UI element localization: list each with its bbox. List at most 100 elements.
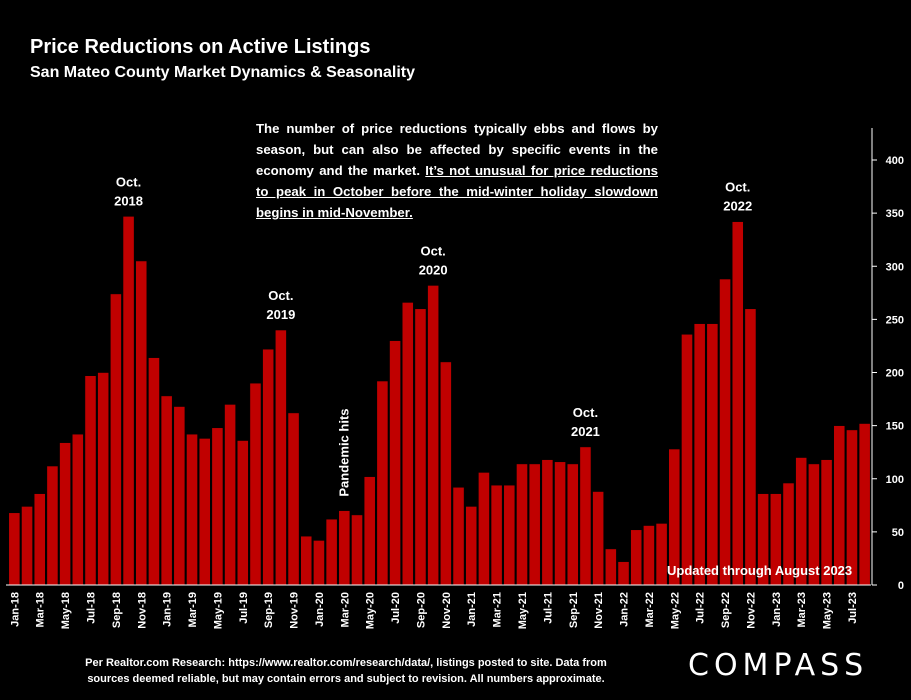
x-tick-label: May-18 bbox=[60, 592, 72, 629]
x-tick-label: Nov-18 bbox=[136, 592, 148, 629]
bar-Sep-19 bbox=[262, 348, 275, 586]
peak-annotation-month: Oct. bbox=[116, 174, 141, 189]
x-tick-label: Mar-19 bbox=[187, 592, 199, 627]
y-tick-label: 350 bbox=[886, 208, 904, 220]
y-tick-label: 50 bbox=[892, 527, 904, 539]
bar-Apr-20 bbox=[351, 514, 363, 586]
bar-Jun-22 bbox=[681, 333, 693, 586]
x-tick-label: Mar-18 bbox=[35, 592, 47, 627]
bar-Jan-19 bbox=[160, 395, 173, 586]
bar-Jul-23 bbox=[846, 429, 858, 586]
bar-Feb-20 bbox=[325, 518, 338, 586]
x-tick-label: Nov-20 bbox=[441, 592, 453, 629]
updated-label: Updated through August 2023 bbox=[667, 563, 853, 578]
x-tick-label: May-22 bbox=[669, 592, 681, 629]
bar-Sep-22 bbox=[719, 278, 731, 586]
x-tick-label: Jul-20 bbox=[390, 592, 402, 624]
bar-Dec-18 bbox=[148, 357, 160, 586]
bar-Oct-19 bbox=[274, 329, 287, 586]
bar-Dec-21 bbox=[604, 548, 617, 586]
bar-Jun-19 bbox=[224, 404, 236, 586]
bar-May-18 bbox=[59, 442, 71, 586]
x-tick-label: May-21 bbox=[517, 592, 529, 629]
x-tick-label: May-23 bbox=[822, 592, 834, 629]
bar-Aug-22 bbox=[706, 323, 719, 586]
x-tick-label: May-20 bbox=[365, 592, 377, 629]
x-tick-label: May-19 bbox=[212, 592, 224, 629]
commentary-highlight: It’s not unusual for price reductions to… bbox=[256, 163, 658, 220]
bar-Nov-19 bbox=[287, 412, 300, 586]
peak-annotation-month: Oct. bbox=[725, 180, 750, 195]
commentary-text: The number of price reductions typically… bbox=[256, 121, 658, 178]
x-tick-label: Jan-22 bbox=[619, 592, 631, 627]
bar-Sep-18 bbox=[109, 293, 122, 586]
bar-Aug-19 bbox=[249, 382, 262, 586]
x-tick-label: Jul-18 bbox=[85, 592, 97, 624]
chart-subtitle: San Mateo County Market Dynamics & Seaso… bbox=[30, 64, 415, 81]
bar-Aug-20 bbox=[401, 302, 414, 586]
bar-Oct-20 bbox=[427, 285, 440, 586]
commentary-note: The number of price reductions typically… bbox=[256, 118, 658, 223]
x-tick-label: Jul-21 bbox=[542, 592, 554, 624]
chart-title: Price Reductions on Active Listings bbox=[30, 36, 371, 58]
bar-Nov-21 bbox=[592, 491, 605, 586]
peak-annotation-year: 2022 bbox=[723, 199, 752, 214]
bar-May-20 bbox=[363, 476, 376, 586]
x-tick-label: Jul-23 bbox=[847, 592, 859, 624]
peak-annotation-year: 2020 bbox=[419, 262, 448, 277]
x-tick-label: Sep-19 bbox=[263, 592, 275, 628]
peak-annotation-year: 2021 bbox=[571, 424, 600, 439]
bar-May-19 bbox=[211, 427, 224, 586]
bar-Apr-19 bbox=[198, 438, 211, 586]
peak-annotation-month: Oct. bbox=[421, 243, 446, 258]
pandemic-annotation: Pandemic hits bbox=[336, 408, 351, 496]
bar-Apr-22 bbox=[655, 523, 668, 586]
bar-Jun-23 bbox=[833, 425, 846, 586]
x-tick-label: Mar-20 bbox=[339, 592, 351, 627]
peak-annotation-month: Oct. bbox=[573, 405, 598, 420]
bar-Mar-22 bbox=[643, 525, 655, 586]
y-tick-label: 250 bbox=[886, 314, 904, 326]
bar-Feb-22 bbox=[630, 529, 643, 586]
x-tick-label: Sep-20 bbox=[415, 592, 427, 628]
compass-logo: COMPASS bbox=[688, 648, 869, 683]
bar-Mar-20 bbox=[338, 510, 351, 586]
x-tick-label: Mar-21 bbox=[492, 592, 504, 627]
bar-Jul-22 bbox=[693, 323, 706, 586]
bar-Jan-21 bbox=[465, 506, 478, 586]
bar-Apr-18 bbox=[46, 465, 59, 586]
bar-Dec-20 bbox=[452, 486, 465, 586]
peak-annotation-month: Oct. bbox=[268, 288, 293, 303]
bar-Jan-20 bbox=[313, 540, 325, 586]
peak-annotation-year: 2018 bbox=[114, 193, 143, 208]
bar-Feb-18 bbox=[21, 506, 33, 586]
bar-Mar-21 bbox=[490, 484, 503, 586]
x-tick-label: Nov-21 bbox=[593, 592, 605, 629]
bar-Oct-18 bbox=[122, 216, 135, 586]
bar-May-21 bbox=[516, 463, 528, 586]
x-tick-label: Jan-20 bbox=[314, 592, 326, 627]
x-tick-label: Jan-19 bbox=[162, 592, 174, 627]
bar-Jul-18 bbox=[84, 375, 97, 586]
bar-Oct-21 bbox=[579, 446, 592, 586]
x-tick-label: Jan-23 bbox=[771, 592, 783, 627]
x-tick-label: Sep-18 bbox=[111, 592, 123, 628]
y-tick-label: 100 bbox=[886, 474, 904, 486]
peak-annotation-year: 2019 bbox=[266, 307, 295, 322]
y-tick-label: 150 bbox=[886, 421, 904, 433]
x-tick-label: Jan-21 bbox=[466, 592, 478, 627]
x-tick-label: Jan-18 bbox=[9, 592, 21, 627]
x-tick-label: Jul-22 bbox=[695, 592, 707, 624]
bar-Sep-21 bbox=[566, 463, 579, 586]
bar-Jul-19 bbox=[236, 440, 249, 586]
bar-Aug-21 bbox=[554, 461, 566, 586]
y-tick-label: 300 bbox=[886, 261, 904, 273]
bar-Jun-18 bbox=[71, 433, 84, 586]
x-tick-label: Mar-23 bbox=[796, 592, 808, 627]
y-tick-label: 200 bbox=[886, 368, 904, 380]
bar-Mar-18 bbox=[33, 493, 46, 586]
bar-Feb-21 bbox=[478, 472, 490, 586]
bar-Jul-20 bbox=[389, 340, 401, 586]
bar-Jun-21 bbox=[528, 463, 541, 586]
bar-Aug-18 bbox=[97, 372, 110, 586]
